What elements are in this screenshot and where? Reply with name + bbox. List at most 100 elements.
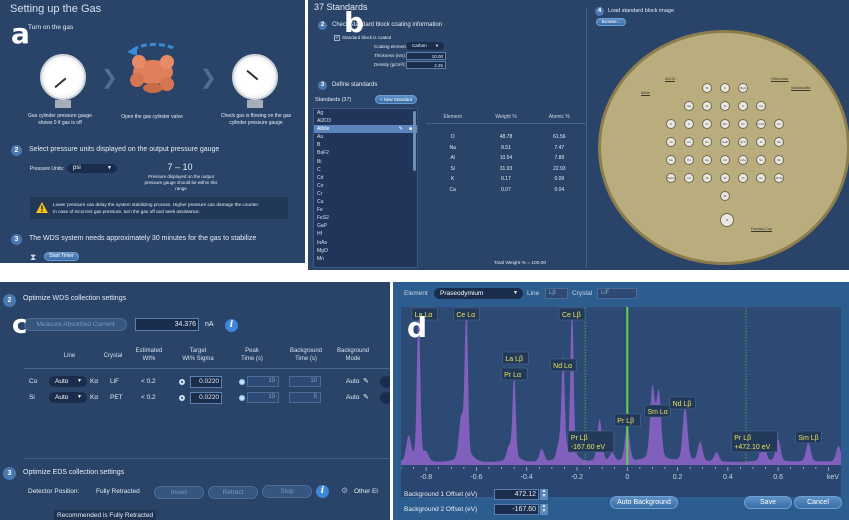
- insert-button[interactable]: Insert: [154, 486, 204, 499]
- peak-time-radio[interactable]: [239, 395, 245, 401]
- standard-list-item[interactable]: BaF2: [317, 150, 329, 157]
- standard-position[interactable]: Fe: [738, 119, 748, 129]
- standard-position[interactable]: FeS2: [756, 119, 766, 129]
- standard-position[interactable]: Zn: [702, 137, 712, 147]
- standard-position[interactable]: W: [720, 173, 730, 183]
- coated-checkbox[interactable]: ✓: [334, 35, 340, 41]
- density-input[interactable]: 2.25: [406, 61, 446, 69]
- info-icon[interactable]: i: [316, 485, 329, 498]
- standard-list-item[interactable]: C: [317, 166, 321, 173]
- standard-list-item[interactable]: Co: [317, 182, 324, 189]
- standard-position[interactable]: Ni: [666, 137, 676, 147]
- bg2-offset-input[interactable]: -167.60: [494, 504, 539, 515]
- standard-list-item[interactable]: FeS2: [317, 215, 329, 222]
- standard-position[interactable]: Ti: [666, 119, 676, 129]
- standard-position[interactable]: Bi: [720, 191, 730, 201]
- edit-icon[interactable]: ✎: [363, 394, 369, 401]
- retract-button[interactable]: Retract: [208, 486, 258, 499]
- sigma-input[interactable]: 0.0220: [190, 392, 222, 404]
- row-extra-control[interactable]: [380, 392, 390, 404]
- delete-icon[interactable]: ■: [408, 126, 412, 133]
- standard-list-item[interactable]: Al2O3: [317, 118, 331, 125]
- peak-time-input[interactable]: 10: [247, 392, 279, 403]
- absorbed-current-field[interactable]: 34.376: [135, 318, 199, 331]
- bg1-offset-input[interactable]: 472.12: [494, 489, 539, 500]
- standard-position[interactable]: Ag: [702, 155, 712, 165]
- standard-list-item[interactable]: Cd: [317, 174, 324, 181]
- standard-list-item[interactable]: Ag: [317, 110, 324, 116]
- peak-time-radio[interactable]: [239, 379, 245, 385]
- edit-icon[interactable]: ✎: [398, 126, 403, 133]
- standard-position[interactable]: Nb: [774, 137, 784, 147]
- bg1-spinner[interactable]: ▲ ▼: [540, 488, 548, 500]
- standard-position[interactable]: Sn: [756, 155, 766, 165]
- auto-background-button[interactable]: Auto Background: [610, 496, 678, 509]
- sigma-input[interactable]: 0.0220: [190, 376, 222, 388]
- standard-list-item[interactable]: Cr: [317, 190, 323, 197]
- crystal-field[interactable]: LiF: [597, 288, 637, 299]
- standard-position[interactable]: Si: [720, 101, 730, 111]
- standard-position[interactable]: Mo: [666, 155, 676, 165]
- background-time-input[interactable]: 5: [289, 392, 321, 403]
- standard-position[interactable]: Pt: [738, 173, 748, 183]
- line-select[interactable]: Auto ▼: [49, 392, 87, 403]
- standard-position[interactable]: SrTi: [738, 137, 748, 147]
- standard-position[interactable]: B: [702, 83, 712, 93]
- standard-position[interactable]: PbTe: [774, 173, 784, 183]
- standard-position[interactable]: Mn: [720, 119, 730, 129]
- standard-position[interactable]: GaP: [720, 137, 730, 147]
- line-field[interactable]: Lβ: [545, 288, 568, 299]
- standard-position[interactable]: Cr: [702, 119, 712, 129]
- standards-list[interactable]: Ag Al2O3 Albite ✎ ■ Au B BaF2 Bi C Cd Co Cr Cu Fe FeS2 G…: [313, 108, 418, 268]
- save-button[interactable]: Save: [744, 496, 792, 509]
- standard-position[interactable]: BaF2: [666, 173, 676, 183]
- standard-list-item[interactable]: Bi: [317, 158, 322, 165]
- standard-list-item[interactable]: B: [317, 142, 321, 149]
- standard-position[interactable]: InAs: [738, 155, 748, 165]
- standard-position[interactable]: Na: [684, 101, 694, 111]
- standard-position[interactable]: Pd: [684, 155, 694, 165]
- row-extra-control[interactable]: [380, 376, 390, 388]
- edit-icon[interactable]: ✎: [363, 378, 369, 385]
- sigma-radio[interactable]: [179, 395, 185, 401]
- cancel-button[interactable]: Cancel: [794, 496, 842, 509]
- standard-list-item[interactable]: Albite ✎ ■: [314, 125, 417, 134]
- standard-position[interactable]: Sb: [774, 155, 784, 165]
- pressure-units-select[interactable]: psi ▼: [67, 164, 117, 173]
- standard-position[interactable]: Zr: [756, 137, 766, 147]
- other-elements-button[interactable]: Other El: [354, 488, 378, 495]
- standard-list-item[interactable]: Cu: [317, 199, 324, 206]
- peak-time-input[interactable]: 10: [247, 376, 279, 387]
- standard-list-item[interactable]: Fe: [317, 207, 323, 214]
- standard-position[interactable]: V: [684, 119, 694, 129]
- standard-list-item[interactable]: Hf: [317, 231, 322, 238]
- coating-element-select[interactable]: Carbon ▼: [406, 42, 444, 50]
- standard-position[interactable]: Co: [774, 119, 784, 129]
- browse-button[interactable]: Browse...: [596, 18, 626, 26]
- background-time-input[interactable]: 10: [289, 376, 321, 387]
- new-standard-button[interactable]: + New Standard: [375, 95, 417, 104]
- standard-position[interactable]: C: [720, 83, 730, 93]
- standard-position[interactable]: K: [738, 101, 748, 111]
- standard-list-item[interactable]: InAs: [317, 239, 328, 246]
- standard-list-item[interactable]: GaP: [317, 223, 328, 230]
- element-select[interactable]: Praseodymium ▼: [434, 288, 523, 299]
- standard-position[interactable]: Cd: [720, 155, 730, 165]
- standard-position[interactable]: Cu: [684, 137, 694, 147]
- standard-list-item[interactable]: MgO: [317, 247, 328, 254]
- line-select[interactable]: Auto ▼: [49, 376, 87, 387]
- standard-position[interactable]: O: [720, 213, 734, 227]
- standard-position[interactable]: MgO: [738, 83, 748, 93]
- start-timer-button[interactable]: Start Timer: [44, 252, 79, 261]
- standard-position[interactable]: Al: [702, 101, 712, 111]
- standard-position[interactable]: Ta: [702, 173, 712, 183]
- spectrum-chart[interactable]: -0.8 -0.6 -0.4 -0.2 0 0.2 0.4 0.6 keV La Lα Ce Lα C…: [401, 307, 841, 497]
- stop-button[interactable]: Stop: [262, 485, 312, 498]
- standard-list-item[interactable]: Mn: [317, 255, 324, 262]
- measure-absorbed-current-button[interactable]: Measure Absorbed Current: [24, 318, 127, 331]
- bg2-spinner[interactable]: ▲ ▼: [540, 503, 548, 515]
- standards-list-scrollbar[interactable]: [413, 111, 416, 171]
- info-icon[interactable]: i: [225, 319, 238, 332]
- standard-position[interactable]: Ca: [756, 101, 766, 111]
- thickness-input[interactable]: 10.00: [406, 52, 446, 60]
